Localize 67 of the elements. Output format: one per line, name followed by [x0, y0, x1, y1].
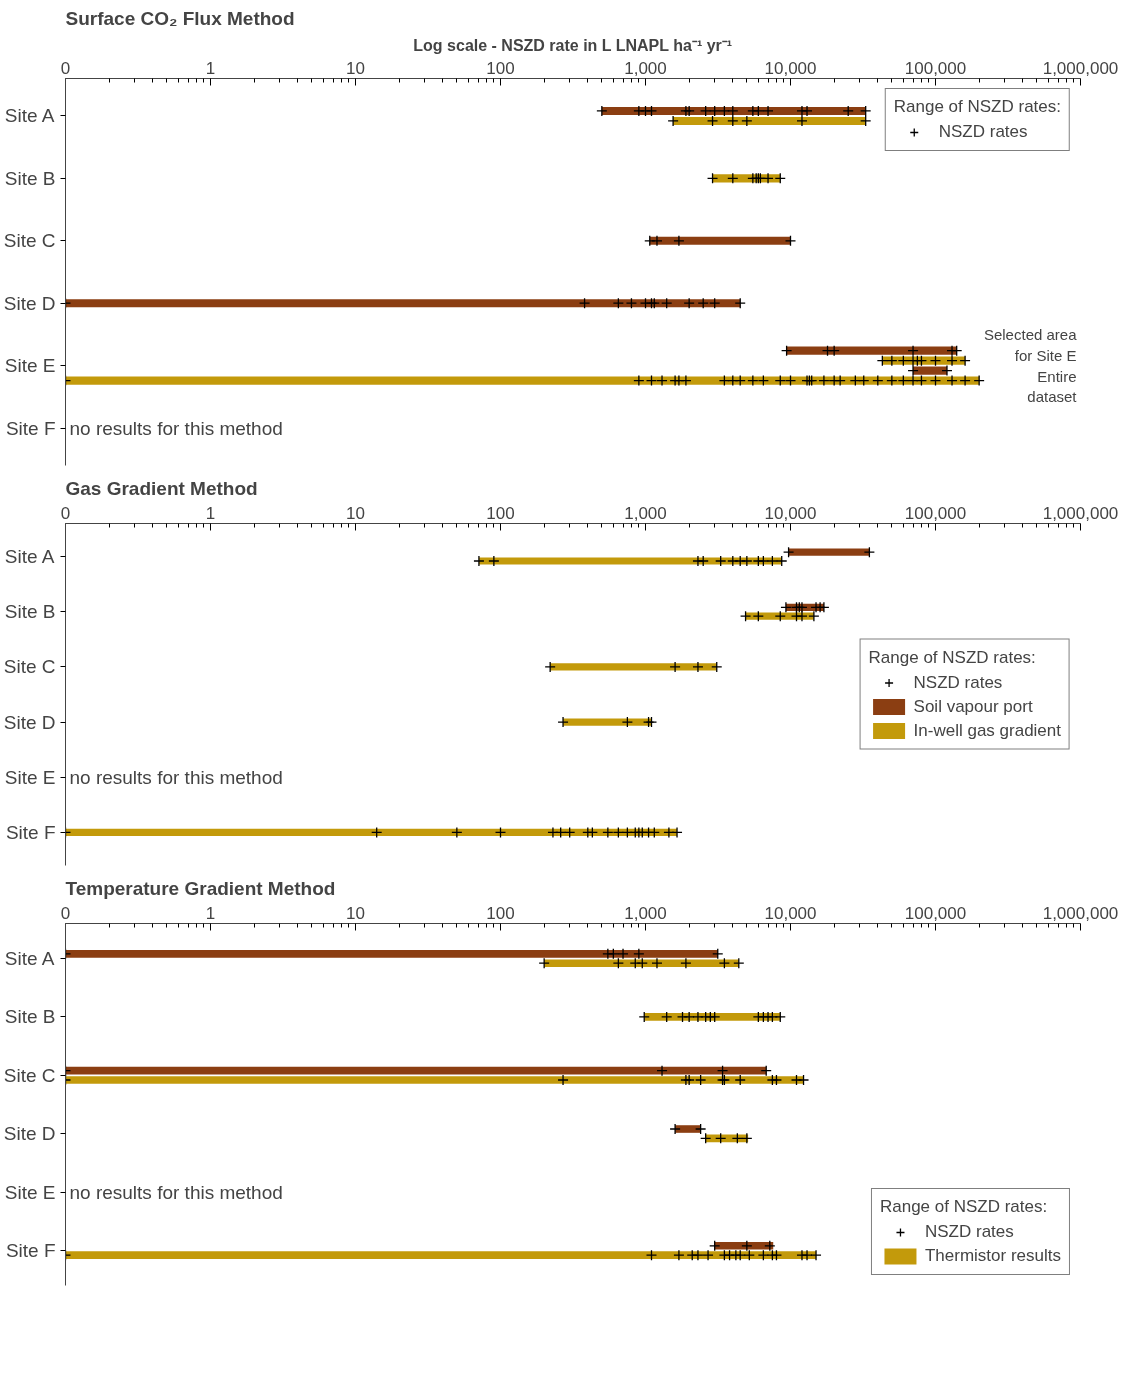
y-tick-label: Site B [4, 1006, 56, 1028]
x-tick-label: 1 [205, 503, 216, 523]
x-tick-label: 1,000 [624, 903, 667, 923]
legend-label: Thermistor results [924, 1246, 1061, 1266]
bar [65, 1076, 804, 1084]
y-tick-label: Site C [3, 230, 56, 252]
legend-title: Range of NSZD rates: [868, 647, 1037, 668]
chart-title: Temperature Gradient Method [65, 877, 336, 899]
chart-title: Gas Gradient Method [65, 477, 258, 499]
y-tick-label: Site F [5, 417, 56, 439]
y-tick-label: Site D [3, 711, 56, 733]
bar [65, 1066, 767, 1075]
x-tick-label: 1 [205, 903, 216, 923]
x-tick-label: 10 [346, 503, 365, 523]
x-tick-label: 0 [60, 503, 71, 523]
y-tick-label: Site B [4, 601, 56, 623]
bar [788, 548, 870, 556]
x-tick-label: 10 [346, 58, 365, 78]
bar [544, 959, 739, 967]
y-tick-label: Site A [4, 546, 55, 568]
x-tick-label: 10,000 [764, 503, 817, 523]
x-axis-title: Log scale - NSZD rate in L LNAPL ha⁻¹ yr⁻¹ [413, 36, 733, 54]
legend-label: NSZD rates [913, 672, 1003, 693]
legend-title: Range of NSZD rates: [879, 1197, 1049, 1217]
y-tick-label: Site D [3, 1123, 56, 1145]
y-tick-label: Site C [3, 656, 56, 678]
x-tick-label: 100,000 [904, 503, 967, 523]
x-tick-label: 100 [486, 503, 515, 523]
annotation: Entire dataset [1027, 367, 1078, 406]
x-tick-label: 1,000,000 [1042, 503, 1119, 523]
annotation: no results for this method [69, 417, 283, 439]
annotation: no results for this method [69, 766, 283, 788]
y-tick-label: Site F [5, 821, 56, 843]
legend-label: Soil vapour port [913, 696, 1033, 717]
x-tick-label: 10,000 [764, 58, 817, 78]
annotation: Selected area for Site E [983, 326, 1078, 364]
legend-title: Range of NSZD rates: [893, 97, 1061, 117]
x-tick-label: 10 [346, 903, 365, 923]
legend-label: NSZD rates [938, 122, 1028, 142]
x-tick-label: 1,000,000 [1042, 58, 1119, 78]
x-tick-label: 0 [60, 903, 71, 923]
bar [563, 718, 652, 726]
x-tick-label: 100 [486, 903, 515, 923]
x-tick-label: 1,000,000 [1042, 903, 1119, 923]
y-tick-label: Site A [4, 948, 55, 970]
legend-label: In-well gas gradient [913, 720, 1061, 741]
x-tick-label: 10,000 [764, 903, 817, 923]
x-tick-label: 100,000 [904, 58, 967, 78]
chart-title: Surface CO₂ Flux Method [65, 7, 295, 29]
x-tick-label: 1,000 [624, 503, 667, 523]
legend-label: NSZD rates [924, 1222, 1014, 1242]
x-tick-label: 1,000 [624, 58, 667, 78]
x-tick-label: 100 [486, 58, 515, 78]
y-tick-label: Site D [3, 292, 56, 314]
y-tick-label: Site C [3, 1064, 56, 1086]
y-tick-label: Site E [4, 1181, 56, 1203]
x-tick-label: 1 [205, 58, 216, 78]
bar [65, 1251, 817, 1259]
x-tick-label: 100,000 [904, 903, 967, 923]
annotation: no results for this method [69, 1181, 283, 1203]
y-tick-label: Site A [4, 105, 55, 127]
y-tick-label: Site E [4, 766, 56, 788]
y-tick-label: Site F [5, 1239, 56, 1261]
bar [65, 950, 718, 958]
y-tick-label: Site B [4, 167, 56, 189]
y-tick-label: Site E [4, 355, 56, 377]
x-tick-label: 0 [60, 58, 71, 78]
